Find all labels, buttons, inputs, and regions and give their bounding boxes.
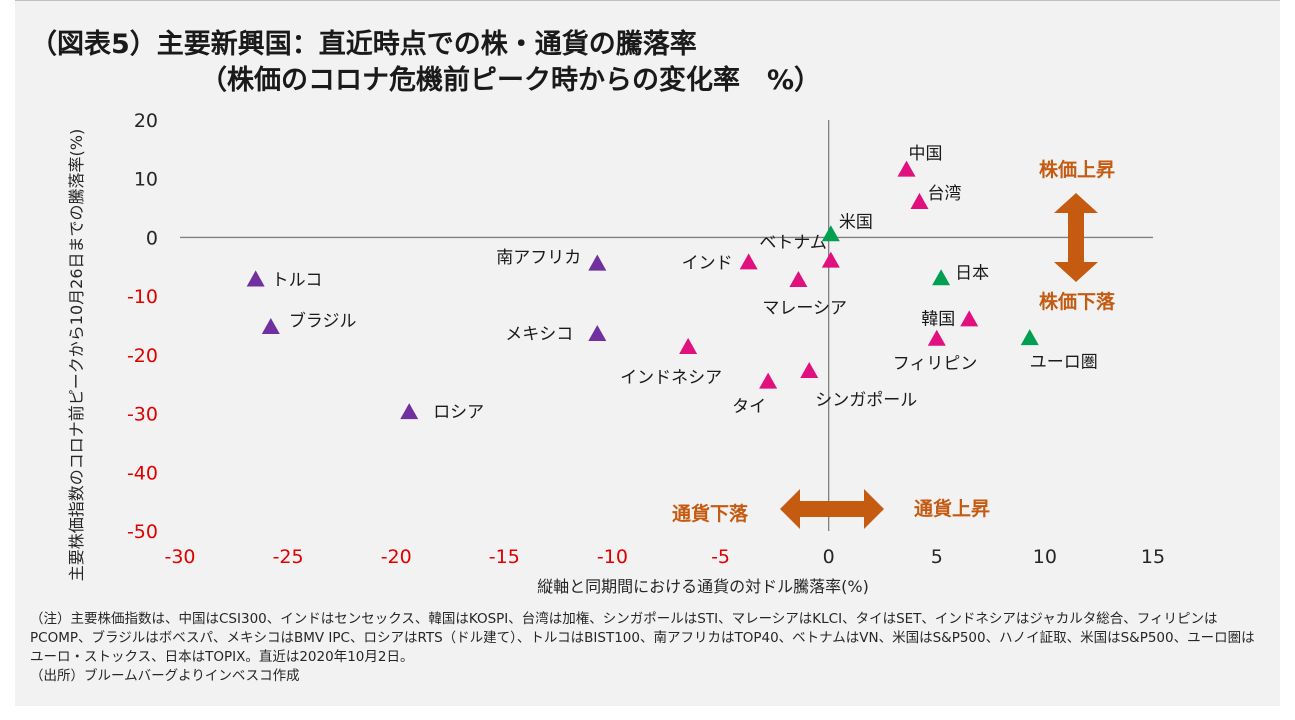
x-tick-label: -25 [273,546,304,568]
footnote-credit: （出所）ブルームバーグよりインベスコ作成 [30,668,300,684]
data-point-marker [246,270,265,287]
data-point-marker [960,310,979,327]
tick-labels: -30 -25 -20 -15 -10 -5 0 5 10 1520100-10-20-30-40… [127,110,1165,568]
data-point-marker [588,254,607,271]
data-point-label: 南アフリカ [496,248,581,268]
data-point-marker [588,325,607,342]
data-point-label: タイ [732,397,766,417]
x-tick-label: 0 [823,546,835,568]
data-point-label: 台湾 [927,184,961,204]
y-tick-label: 20 [134,110,158,132]
data-point-label: トルコ [272,271,323,291]
x-tick-label: 5 [931,546,943,568]
data-point-marker [800,361,819,379]
data-point-marker [400,403,419,420]
footnote-sources: （注）主要株価指数は、中国はCSI300、インドはセンセックス、韓国はKOSPI… [30,611,1255,665]
x-tick-label: -10 [597,546,628,568]
figure-panel [15,0,1280,706]
data-point-marker [1020,329,1039,346]
currency-down-label: 通貨下落 [672,502,749,525]
data-point-label: インド [682,254,733,274]
x-axis-label: 縦軸と同期間における通貨の対ドル騰落率(%) [537,577,869,596]
y-tick-label: -50 [127,521,158,543]
data-point-marker [910,192,929,209]
data-point-label: シンガポール [815,390,917,410]
x-tick-label: 15 [1141,546,1165,568]
data-point-label: 日本 [955,264,989,284]
data-point-label: マレーシア [762,298,847,318]
data-point-label: フィリピン [893,354,978,374]
y-tick-label: 0 [146,227,158,249]
horizontal-double-arrow [780,489,884,529]
vertical-double-arrow [1054,193,1098,282]
data-point-marker [739,253,758,270]
y-tick-label: -30 [127,404,158,426]
chart-title-line2: （株価のコロナ危機前ピーク時からの変化率 %） [200,65,822,96]
data-point-label: ユーロ圏 [1030,352,1098,372]
data-point-marker [679,337,698,354]
data-point-label: 米国 [839,212,873,232]
x-tick-label: 10 [1033,546,1057,568]
y-tick-label: 10 [134,169,158,191]
y-tick-label: -10 [127,286,158,308]
data-point-label: 韓国 [921,310,955,330]
data-point-label: ブラジル [289,310,357,331]
data-point-marker [789,270,808,288]
x-tick-label: -15 [489,546,520,568]
chart-title-line1: （図表5）主要新興国：直近時点での株・通貨の騰落率 [30,29,697,60]
data-point-label: ロシア [433,402,484,422]
axes [180,120,1153,531]
data-point-marker [759,372,778,389]
data-point-label: ベトナム [759,233,827,253]
y-axis-label: 主要株価指数のコロナ前ピークから10月26日までの騰落率(%) [67,129,86,581]
scatter-chart: -30 -25 -20 -15 -10 -5 0 5 10 1520100-10-20-30-40… [67,110,1165,596]
data-point-label: 中国 [909,144,943,164]
y-tick-label: -40 [127,462,158,484]
currency-up-label: 通貨上昇 [914,497,990,520]
x-tick-label: -5 [711,546,730,568]
data-point-label: メキシコ [505,324,573,344]
y-tick-label: -20 [127,345,158,367]
stock-up-label: 株価上昇 [1039,158,1115,181]
data-point-marker [932,269,951,286]
data-point-marker [261,317,280,335]
data-point-label: インドネシア [620,368,722,388]
stock-down-label: 株価下落 [1039,290,1116,313]
data-point-marker [821,251,840,268]
x-tick-label: -30 [164,546,195,568]
footnotes: （注）主要株価指数は、中国はCSI300、インドはセンセックス、韓国はKOSPI… [30,610,1260,686]
data-point-marker [897,160,916,177]
data-point-marker [927,329,946,346]
x-tick-label: -20 [381,546,412,568]
data-point-marker [821,225,840,242]
